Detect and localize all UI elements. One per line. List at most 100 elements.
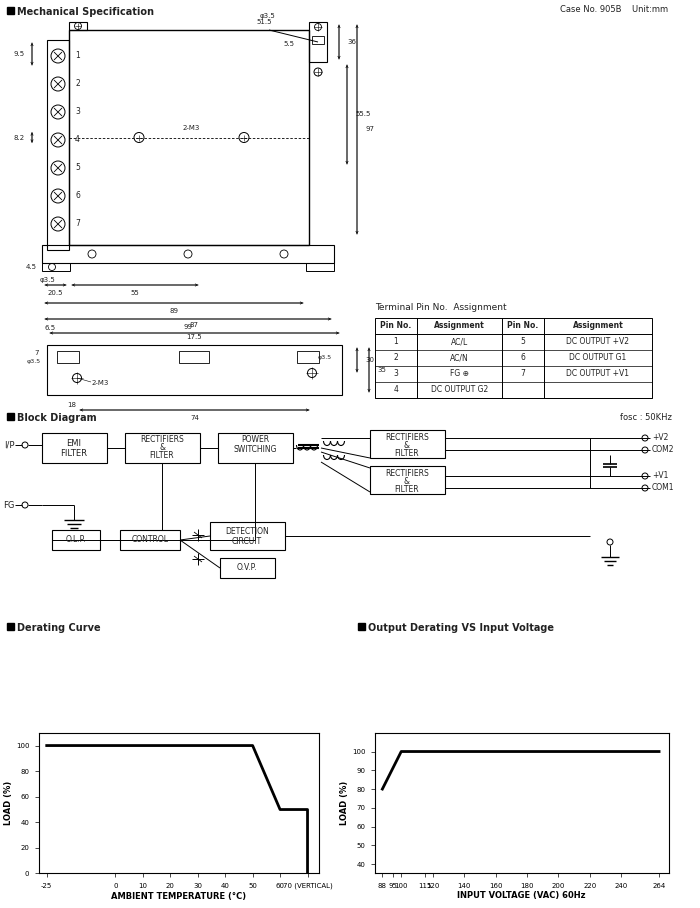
Bar — [47, 345, 342, 395]
Text: 55.5: 55.5 — [355, 111, 370, 117]
Text: CONTROL: CONTROL — [132, 536, 169, 545]
Bar — [7, 7, 14, 14]
Text: 6: 6 — [75, 192, 80, 201]
Bar — [220, 558, 275, 578]
Text: 18: 18 — [67, 402, 76, 408]
Text: 20.5: 20.5 — [48, 290, 63, 296]
Text: φ3.5: φ3.5 — [318, 354, 332, 360]
Bar — [42, 263, 70, 271]
Text: EMI: EMI — [66, 439, 81, 448]
Text: 9.5: 9.5 — [14, 51, 25, 57]
Text: 2-M3: 2-M3 — [183, 124, 200, 131]
Text: DC OUTPUT G1: DC OUTPUT G1 — [569, 353, 626, 362]
Text: +V2: +V2 — [652, 433, 668, 442]
Text: 2-M3: 2-M3 — [92, 380, 109, 386]
Text: 5.5: 5.5 — [284, 41, 295, 47]
Text: RECTIFIERS: RECTIFIERS — [140, 436, 184, 445]
Text: 35: 35 — [377, 367, 386, 373]
Text: 1: 1 — [393, 338, 398, 347]
Text: DC OUTPUT +V2: DC OUTPUT +V2 — [566, 338, 629, 347]
Text: 17.5: 17.5 — [186, 334, 202, 340]
Text: CIRCUIT: CIRCUIT — [232, 538, 262, 547]
Text: 2: 2 — [75, 80, 80, 88]
Bar — [69, 30, 309, 245]
Bar — [306, 263, 334, 271]
Text: Pin No.: Pin No. — [508, 321, 538, 331]
Text: Output Derating VS Input Voltage: Output Derating VS Input Voltage — [368, 623, 554, 633]
Bar — [47, 40, 69, 250]
Text: FG: FG — [4, 500, 15, 509]
Text: 74: 74 — [190, 415, 199, 421]
Y-axis label: LOAD (%): LOAD (%) — [4, 781, 13, 825]
Bar — [358, 623, 365, 630]
Text: 6: 6 — [521, 353, 526, 362]
Text: &: & — [159, 443, 165, 452]
Text: 55: 55 — [131, 290, 139, 296]
Text: COM2: COM2 — [652, 446, 675, 455]
Bar — [125, 433, 200, 463]
Text: 4: 4 — [75, 135, 80, 144]
Bar — [210, 522, 285, 550]
Text: 97: 97 — [365, 126, 374, 132]
Text: Assignment: Assignment — [573, 321, 624, 331]
Text: 99: 99 — [183, 324, 192, 330]
Bar — [297, 351, 319, 363]
Text: 30: 30 — [365, 357, 374, 363]
Text: &: & — [404, 441, 410, 450]
Text: Derating Curve: Derating Curve — [17, 623, 101, 633]
Bar — [42, 433, 107, 463]
Text: 36: 36 — [347, 39, 356, 45]
Text: O.L.P.: O.L.P. — [66, 536, 86, 545]
Text: 7: 7 — [521, 370, 526, 379]
Text: AC/L: AC/L — [451, 338, 468, 347]
Text: 3: 3 — [393, 370, 398, 379]
Text: SWITCHING: SWITCHING — [233, 446, 276, 455]
Bar — [179, 351, 209, 363]
Bar — [218, 433, 293, 463]
Bar — [7, 413, 14, 420]
Text: Mechanical Specification: Mechanical Specification — [17, 7, 154, 17]
Text: FILTER: FILTER — [395, 486, 419, 495]
Text: FILTER: FILTER — [60, 449, 88, 458]
Text: Terminal Pin No.  Assignment: Terminal Pin No. Assignment — [375, 303, 507, 312]
Text: DC OUTPUT +V1: DC OUTPUT +V1 — [566, 370, 629, 379]
Text: 3: 3 — [75, 107, 80, 116]
Bar — [69, 22, 87, 30]
Bar — [7, 623, 14, 630]
Text: 4.5: 4.5 — [26, 264, 37, 270]
Text: 4: 4 — [393, 386, 398, 394]
Text: 2: 2 — [393, 353, 398, 362]
Bar — [57, 351, 79, 363]
Text: 51.5: 51.5 — [256, 19, 272, 25]
Bar — [375, 318, 652, 398]
Text: fosc : 50KHz: fosc : 50KHz — [620, 413, 672, 422]
Text: 7: 7 — [34, 350, 39, 356]
Text: Case No. 905B    Unit:mm: Case No. 905B Unit:mm — [560, 5, 668, 15]
Text: Block Diagram: Block Diagram — [17, 413, 97, 423]
Text: DETECTION: DETECTION — [225, 528, 269, 537]
Text: 5: 5 — [75, 163, 80, 173]
Text: FILTER: FILTER — [395, 449, 419, 459]
Text: DC OUTPUT G2: DC OUTPUT G2 — [431, 386, 488, 394]
Text: COM1: COM1 — [652, 483, 675, 492]
Text: AC/N: AC/N — [450, 353, 469, 362]
Text: 1: 1 — [75, 52, 80, 61]
X-axis label: INPUT VOLTAGE (VAC) 60Hz: INPUT VOLTAGE (VAC) 60Hz — [457, 892, 586, 901]
Bar — [309, 22, 327, 62]
Text: 5: 5 — [521, 338, 526, 347]
Text: O.V.P.: O.V.P. — [237, 564, 258, 573]
Text: φ3.5: φ3.5 — [259, 13, 275, 19]
Text: &: & — [404, 478, 410, 487]
Bar — [120, 530, 180, 550]
Text: φ3.5: φ3.5 — [39, 277, 55, 283]
Text: 87: 87 — [190, 322, 199, 328]
Text: Assignment: Assignment — [434, 321, 485, 331]
Text: Pin No.: Pin No. — [380, 321, 412, 331]
Bar — [52, 530, 100, 550]
Text: FG ⊕: FG ⊕ — [450, 370, 469, 379]
Bar — [312, 36, 324, 44]
Y-axis label: LOAD (%): LOAD (%) — [340, 781, 349, 825]
Text: 6.5: 6.5 — [44, 325, 55, 331]
Text: FILTER: FILTER — [150, 451, 174, 460]
X-axis label: AMBIENT TEMPERATURE (°C): AMBIENT TEMPERATURE (°C) — [111, 892, 246, 901]
